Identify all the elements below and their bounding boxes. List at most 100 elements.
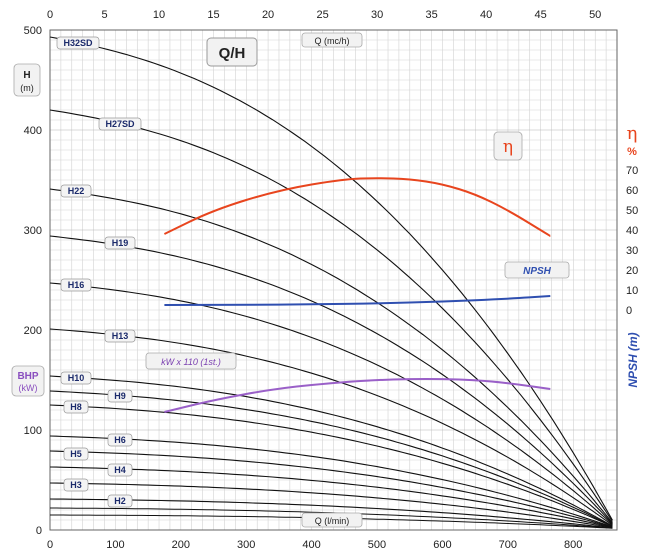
head-curve-h5	[49, 450, 613, 528]
head-curve-h19	[49, 235, 613, 524]
head-curve-label-box	[107, 463, 133, 477]
head-curve-h10	[49, 375, 613, 527]
eta-axis-tick: 50	[626, 205, 638, 217]
bhp-axis-label: BHP	[17, 371, 38, 382]
npsh-curve-label-box: NPSH	[504, 261, 570, 279]
bhp-axis-unit: (kW)	[19, 383, 38, 393]
left-axis-tick: 300	[24, 225, 42, 237]
plot-frame	[49, 29, 618, 531]
npsh-axis-label: NPSH (m)	[626, 332, 640, 387]
head-curve-label-box	[60, 371, 92, 385]
head-curve-label-box	[56, 36, 100, 50]
head-curve-label: H4	[114, 465, 126, 475]
eta-axis-tick: 20	[626, 265, 638, 277]
left-axis-label-h: H	[23, 70, 30, 81]
left-axis-tick: 100	[24, 425, 42, 437]
top-axis-tick: 50	[589, 9, 601, 21]
top-axis-tick: 30	[371, 9, 383, 21]
bhp-axis-label-box: BHP (kW)	[11, 365, 45, 397]
eta-axis-tick: 10	[626, 285, 638, 297]
head-curve-label-box	[63, 478, 89, 492]
head-curve-label-box	[107, 389, 133, 403]
bottom-axis-tick: 700	[499, 539, 517, 551]
bottom-axis-tick: 0	[47, 539, 53, 551]
eta-curve-label-box: η	[493, 131, 523, 161]
power-curve-label-box: kW x 110 (1st.)	[145, 352, 237, 370]
eta-axis-symbol: η	[627, 123, 638, 144]
head-curve-label: H13	[112, 331, 129, 341]
head-curve-label-box	[104, 236, 136, 250]
bottom-axis-tick: 200	[172, 539, 190, 551]
head-curve-label: H3	[70, 480, 82, 490]
eta-curve-label: η	[503, 137, 513, 157]
eta-axis-tick: 40	[626, 225, 638, 237]
top-axis-tick: 5	[101, 9, 107, 21]
eta-axis-tick: 60	[626, 185, 638, 197]
bottom-axis-tick: 600	[433, 539, 451, 551]
eta-axis-unit: %	[627, 146, 637, 158]
head-curve-label: H8	[70, 402, 82, 412]
head-curve-h4	[49, 466, 613, 529]
power-curve	[164, 377, 551, 413]
head-curve-label-box	[98, 117, 142, 131]
bottom-axis-tick: 500	[368, 539, 386, 551]
head-curve-h6	[49, 435, 613, 528]
eta-axis-tick: 0	[626, 305, 632, 317]
left-axis-label-unit: (m)	[20, 83, 34, 93]
title-box: Q/H	[206, 37, 258, 67]
left-axis-tick: 200	[24, 325, 42, 337]
head-curve-label-box	[107, 433, 133, 447]
head-curve-label-box	[104, 329, 136, 343]
head-curve-label-box	[60, 278, 92, 292]
head-curve-h2	[49, 498, 613, 529]
head-curves	[49, 36, 613, 529]
top-axis-tick: 25	[316, 9, 328, 21]
head-curve-label-box	[63, 400, 89, 414]
chart-title: Q/H	[219, 45, 246, 62]
power-curve-label: kW x 110 (1st.)	[161, 357, 221, 367]
left-axis-label-box: H (m)	[13, 63, 41, 97]
overlay-curves	[163, 177, 551, 413]
head-curve-label: H19	[112, 238, 129, 248]
npsh-curve-label: NPSH	[523, 266, 552, 277]
top-axis-tick: 20	[262, 9, 274, 21]
top-axis-label-box: Q (mc/h)	[301, 32, 363, 48]
bottom-axis-tick: 300	[237, 539, 255, 551]
head-curve-h9	[49, 390, 613, 527]
head-curve-h27sd	[49, 109, 613, 522]
head-curve-label: H16	[68, 280, 85, 290]
left-axis-tick: 500	[24, 25, 42, 37]
head-curve-h8	[49, 404, 613, 527]
head-curve-label: H2	[114, 496, 126, 506]
left-axis-tick: 400	[24, 125, 42, 137]
head-curve-h13	[49, 328, 613, 526]
top-axis-tick: 15	[207, 9, 219, 21]
eta-axis-tick: 70	[626, 165, 638, 177]
bottom-axis-tick: 400	[302, 539, 320, 551]
head-curve-h16	[49, 282, 613, 525]
top-axis-tick: 35	[426, 9, 438, 21]
curve-labels: H32SD H27SD H22 H19 H16 H13 H10 H9 H8 H6 H5 H4 H3 H2	[56, 36, 142, 508]
top-axis-label: Q (mc/h)	[315, 36, 350, 46]
head-curve-label: H9	[114, 391, 126, 401]
head-curve-label: H22	[68, 186, 85, 196]
head-curve-h22	[49, 188, 613, 524]
bottom-axis-tick: 100	[106, 539, 124, 551]
top-axis-tick: 0	[47, 9, 53, 21]
head-curve-label-box	[107, 494, 133, 508]
top-axis-tick: 45	[535, 9, 547, 21]
top-axis-tick: 40	[480, 9, 492, 21]
left-axis-tick: 0	[36, 525, 42, 537]
head-curve-label: H10	[68, 373, 85, 383]
npsh-curve	[164, 295, 551, 306]
head-curve-h3	[49, 482, 613, 529]
bottom-axis-tick: 800	[564, 539, 582, 551]
eta-axis-tick: 30	[626, 245, 638, 257]
head-curve-h32sd	[49, 36, 613, 521]
top-axis-tick: 10	[153, 9, 165, 21]
efficiency-curve	[163, 177, 551, 237]
head-curve-label: H32SD	[63, 38, 93, 48]
